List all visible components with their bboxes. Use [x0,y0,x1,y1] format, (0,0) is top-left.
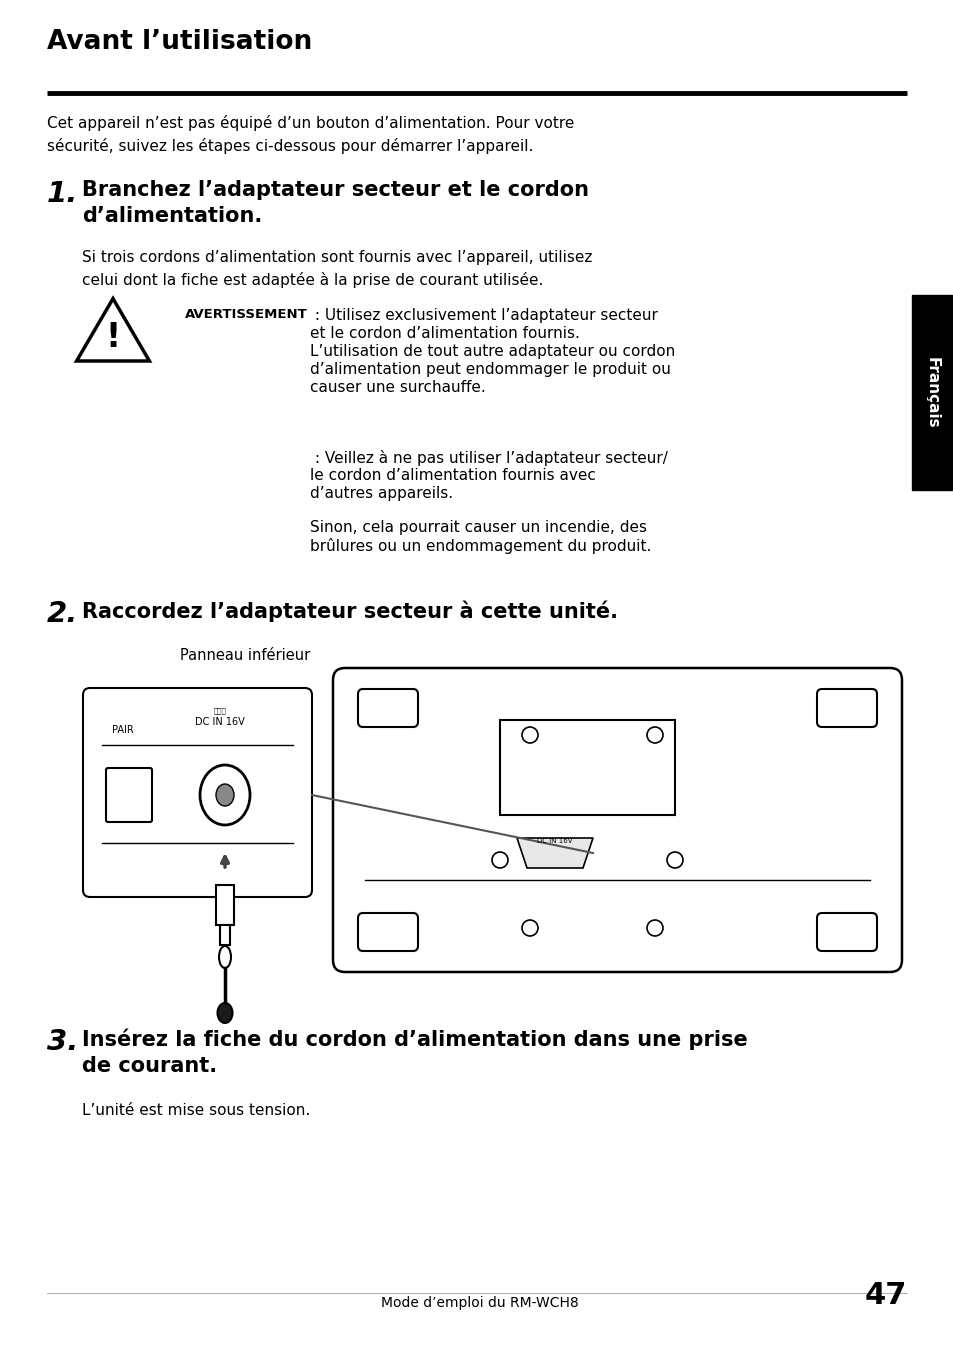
Text: Français: Français [923,356,939,428]
Text: brûlures ou un endommagement du produit.: brûlures ou un endommagement du produit. [310,538,651,554]
Text: Si trois cordons d’alimentation sont fournis avec l’appareil, utilisez
celui don: Si trois cordons d’alimentation sont fou… [82,250,592,288]
Text: Sinon, cela pourrait causer un incendie, des: Sinon, cela pourrait causer un incendie,… [310,521,646,535]
FancyBboxPatch shape [357,689,417,728]
Text: DC IN 16V: DC IN 16V [537,838,572,845]
Text: causer une surchauffe.: causer une surchauffe. [310,381,485,395]
Circle shape [521,920,537,936]
Circle shape [521,728,537,742]
Text: 1.: 1. [47,180,78,208]
FancyBboxPatch shape [816,689,876,728]
Text: L’unité est mise sous tension.: L’unité est mise sous tension. [82,1103,310,1118]
Text: PAIR: PAIR [112,725,133,734]
Text: AVERTISSEMENT: AVERTISSEMENT [185,308,308,321]
Circle shape [646,920,662,936]
Text: Insérez la fiche du cordon d’alimentation dans une prise
de courant.: Insérez la fiche du cordon d’alimentatio… [82,1028,747,1076]
Text: DC IN 16V: DC IN 16V [195,717,245,728]
Text: d’alimentation peut endommager le produit ou: d’alimentation peut endommager le produi… [310,362,670,377]
FancyBboxPatch shape [83,689,312,897]
FancyBboxPatch shape [816,913,876,951]
Text: 47: 47 [863,1280,906,1310]
Bar [911,295,951,490]
Text: 2.: 2. [47,600,78,628]
Text: Panneau inférieur: Panneau inférieur [180,648,310,663]
Ellipse shape [215,784,233,806]
Text: ⌓⌓⌓: ⌓⌓⌓ [213,707,226,714]
Text: L’utilisation de tout autre adaptateur ou cordon: L’utilisation de tout autre adaptateur o… [310,344,675,359]
Ellipse shape [217,1003,233,1024]
FancyBboxPatch shape [106,768,152,822]
Text: Mode d’emploi du RM-WCH8: Mode d’emploi du RM-WCH8 [381,1297,578,1310]
FancyBboxPatch shape [333,668,901,972]
Ellipse shape [200,765,250,824]
Text: : Utilisez exclusivement l’adaptateur secteur: : Utilisez exclusivement l’adaptateur se… [310,308,658,323]
Text: et le cordon d’alimentation fournis.: et le cordon d’alimentation fournis. [310,325,579,342]
Text: 3.: 3. [47,1028,78,1056]
Bar [499,720,675,815]
FancyBboxPatch shape [357,913,417,951]
Circle shape [492,851,507,868]
Text: Branchez l’adaptateur secteur et le cordon
d’alimentation.: Branchez l’adaptateur secteur et le cord… [82,180,588,226]
Ellipse shape [219,946,231,968]
Bar [220,925,230,946]
Text: !: ! [106,321,120,354]
Bar [215,885,233,925]
Text: d’autres appareils.: d’autres appareils. [310,486,453,500]
Text: Cet appareil n’est pas équipé d’un bouton d’alimentation. Pour votre
sécurité, s: Cet appareil n’est pas équipé d’un bouto… [47,116,574,155]
Circle shape [646,728,662,742]
Text: Raccordez l’adaptateur secteur à cette unité.: Raccordez l’adaptateur secteur à cette u… [82,600,618,621]
Text: le cordon d’alimentation fournis avec: le cordon d’alimentation fournis avec [310,468,596,483]
Text: : Veillez à ne pas utiliser l’adaptateur secteur/: : Veillez à ne pas utiliser l’adaptateur… [310,451,667,465]
Circle shape [666,851,682,868]
Text: Avant l’utilisation: Avant l’utilisation [47,30,312,55]
Polygon shape [517,838,593,868]
